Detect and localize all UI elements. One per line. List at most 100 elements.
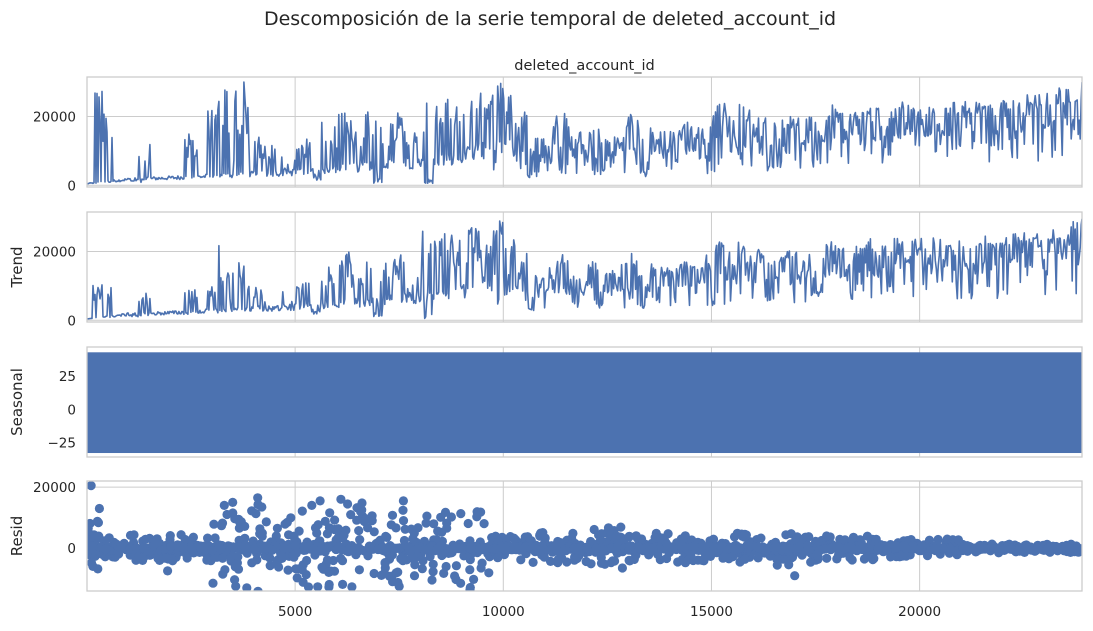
resid-point bbox=[330, 515, 340, 525]
resid-point bbox=[363, 523, 373, 533]
resid-point bbox=[516, 555, 526, 565]
resid-point bbox=[378, 543, 388, 553]
x-tick-label: 10000 bbox=[482, 604, 525, 620]
series-seasonal bbox=[87, 352, 1082, 454]
resid-point bbox=[761, 546, 772, 556]
resid-point bbox=[166, 541, 176, 552]
resid-outlier bbox=[253, 493, 263, 503]
resid-point bbox=[428, 567, 438, 577]
resid-point bbox=[369, 568, 379, 579]
resid-point bbox=[386, 520, 396, 530]
resid-point bbox=[336, 553, 346, 564]
resid-point bbox=[625, 556, 635, 566]
resid-point bbox=[479, 519, 489, 529]
resid-point bbox=[740, 529, 750, 540]
resid-point bbox=[456, 508, 466, 519]
resid-point bbox=[301, 570, 311, 580]
resid-point bbox=[380, 558, 390, 568]
resid-point bbox=[582, 543, 592, 553]
resid-point bbox=[188, 532, 198, 542]
resid-point bbox=[598, 545, 608, 555]
resid-point bbox=[771, 542, 781, 552]
resid-point bbox=[322, 555, 332, 565]
resid-point bbox=[332, 544, 342, 555]
resid-point bbox=[346, 509, 356, 520]
resid-point bbox=[343, 499, 353, 509]
resid-point bbox=[754, 543, 764, 553]
resid-point bbox=[294, 526, 304, 536]
resid-point bbox=[631, 531, 641, 541]
resid-point bbox=[942, 534, 952, 544]
resid-point bbox=[182, 553, 192, 563]
resid-point bbox=[265, 561, 275, 571]
resid-outlier bbox=[357, 505, 367, 515]
resid-point bbox=[846, 543, 856, 553]
resid-point bbox=[140, 534, 151, 544]
resid-point bbox=[720, 551, 730, 561]
resid-point bbox=[286, 513, 296, 523]
resid-point bbox=[536, 546, 546, 556]
resid-point bbox=[216, 544, 226, 554]
resid-point bbox=[232, 558, 242, 568]
seasonal-band bbox=[87, 352, 1082, 454]
chart-title: Descomposición de la serie temporal de d… bbox=[264, 8, 836, 30]
resid-point bbox=[873, 544, 883, 554]
resid-point bbox=[352, 515, 362, 525]
resid-point bbox=[562, 557, 572, 567]
resid-point bbox=[476, 563, 486, 573]
resid-outlier bbox=[87, 481, 96, 491]
resid-point bbox=[451, 574, 461, 585]
resid-point bbox=[608, 556, 618, 566]
resid-point bbox=[586, 559, 596, 569]
resid-point bbox=[995, 543, 1005, 553]
resid-outlier bbox=[315, 496, 325, 506]
resid-point bbox=[100, 544, 111, 554]
resid-point bbox=[442, 518, 452, 528]
resid-point bbox=[436, 512, 446, 522]
resid-point bbox=[432, 544, 443, 555]
resid-point bbox=[966, 544, 976, 554]
resid-point bbox=[152, 534, 162, 544]
resid-point bbox=[552, 546, 562, 556]
resid-point bbox=[803, 545, 813, 555]
resid-outlier bbox=[307, 500, 317, 510]
panels: 0 20000 deleted_account_id 0 20000 Trend −25 0 2… bbox=[8, 58, 1083, 620]
x-tick-label: 20000 bbox=[898, 604, 941, 620]
resid-point bbox=[209, 519, 219, 529]
series-trend bbox=[87, 218, 1082, 320]
resid-point bbox=[804, 532, 814, 542]
resid-point bbox=[179, 543, 189, 553]
y-tick-label: −25 bbox=[48, 435, 77, 451]
resid-point bbox=[228, 542, 238, 552]
resid-point bbox=[571, 544, 582, 555]
resid-outlier bbox=[394, 581, 404, 591]
resid-point bbox=[354, 565, 364, 575]
panel-observed: 0 20000 deleted_account_id bbox=[33, 58, 1083, 194]
resid-point bbox=[780, 544, 790, 554]
resid-point bbox=[858, 542, 868, 552]
resid-point bbox=[422, 511, 432, 521]
y-tick-label: 0 bbox=[67, 402, 76, 418]
resid-point bbox=[417, 564, 427, 574]
y-axis-label: Trend bbox=[8, 246, 26, 288]
resid-point bbox=[1033, 544, 1043, 554]
resid-point bbox=[616, 522, 626, 532]
y-tick-label: 0 bbox=[67, 178, 76, 194]
resid-point bbox=[959, 542, 969, 552]
resid-outlier bbox=[790, 571, 800, 581]
resid-point bbox=[491, 544, 501, 554]
resid-point bbox=[465, 565, 475, 575]
resid-point bbox=[753, 553, 763, 563]
resid-outlier bbox=[336, 494, 346, 504]
resid-point bbox=[624, 531, 634, 541]
trace-line-trend bbox=[87, 218, 1082, 320]
resid-point bbox=[324, 582, 334, 591]
x-tick-label: 15000 bbox=[690, 604, 733, 620]
resid-point bbox=[312, 528, 322, 538]
resid-point bbox=[247, 506, 257, 516]
resid-point bbox=[616, 532, 626, 543]
resid-point bbox=[241, 544, 251, 554]
resid-point bbox=[636, 544, 646, 554]
resid-point bbox=[917, 541, 927, 551]
resid-point bbox=[208, 578, 218, 588]
